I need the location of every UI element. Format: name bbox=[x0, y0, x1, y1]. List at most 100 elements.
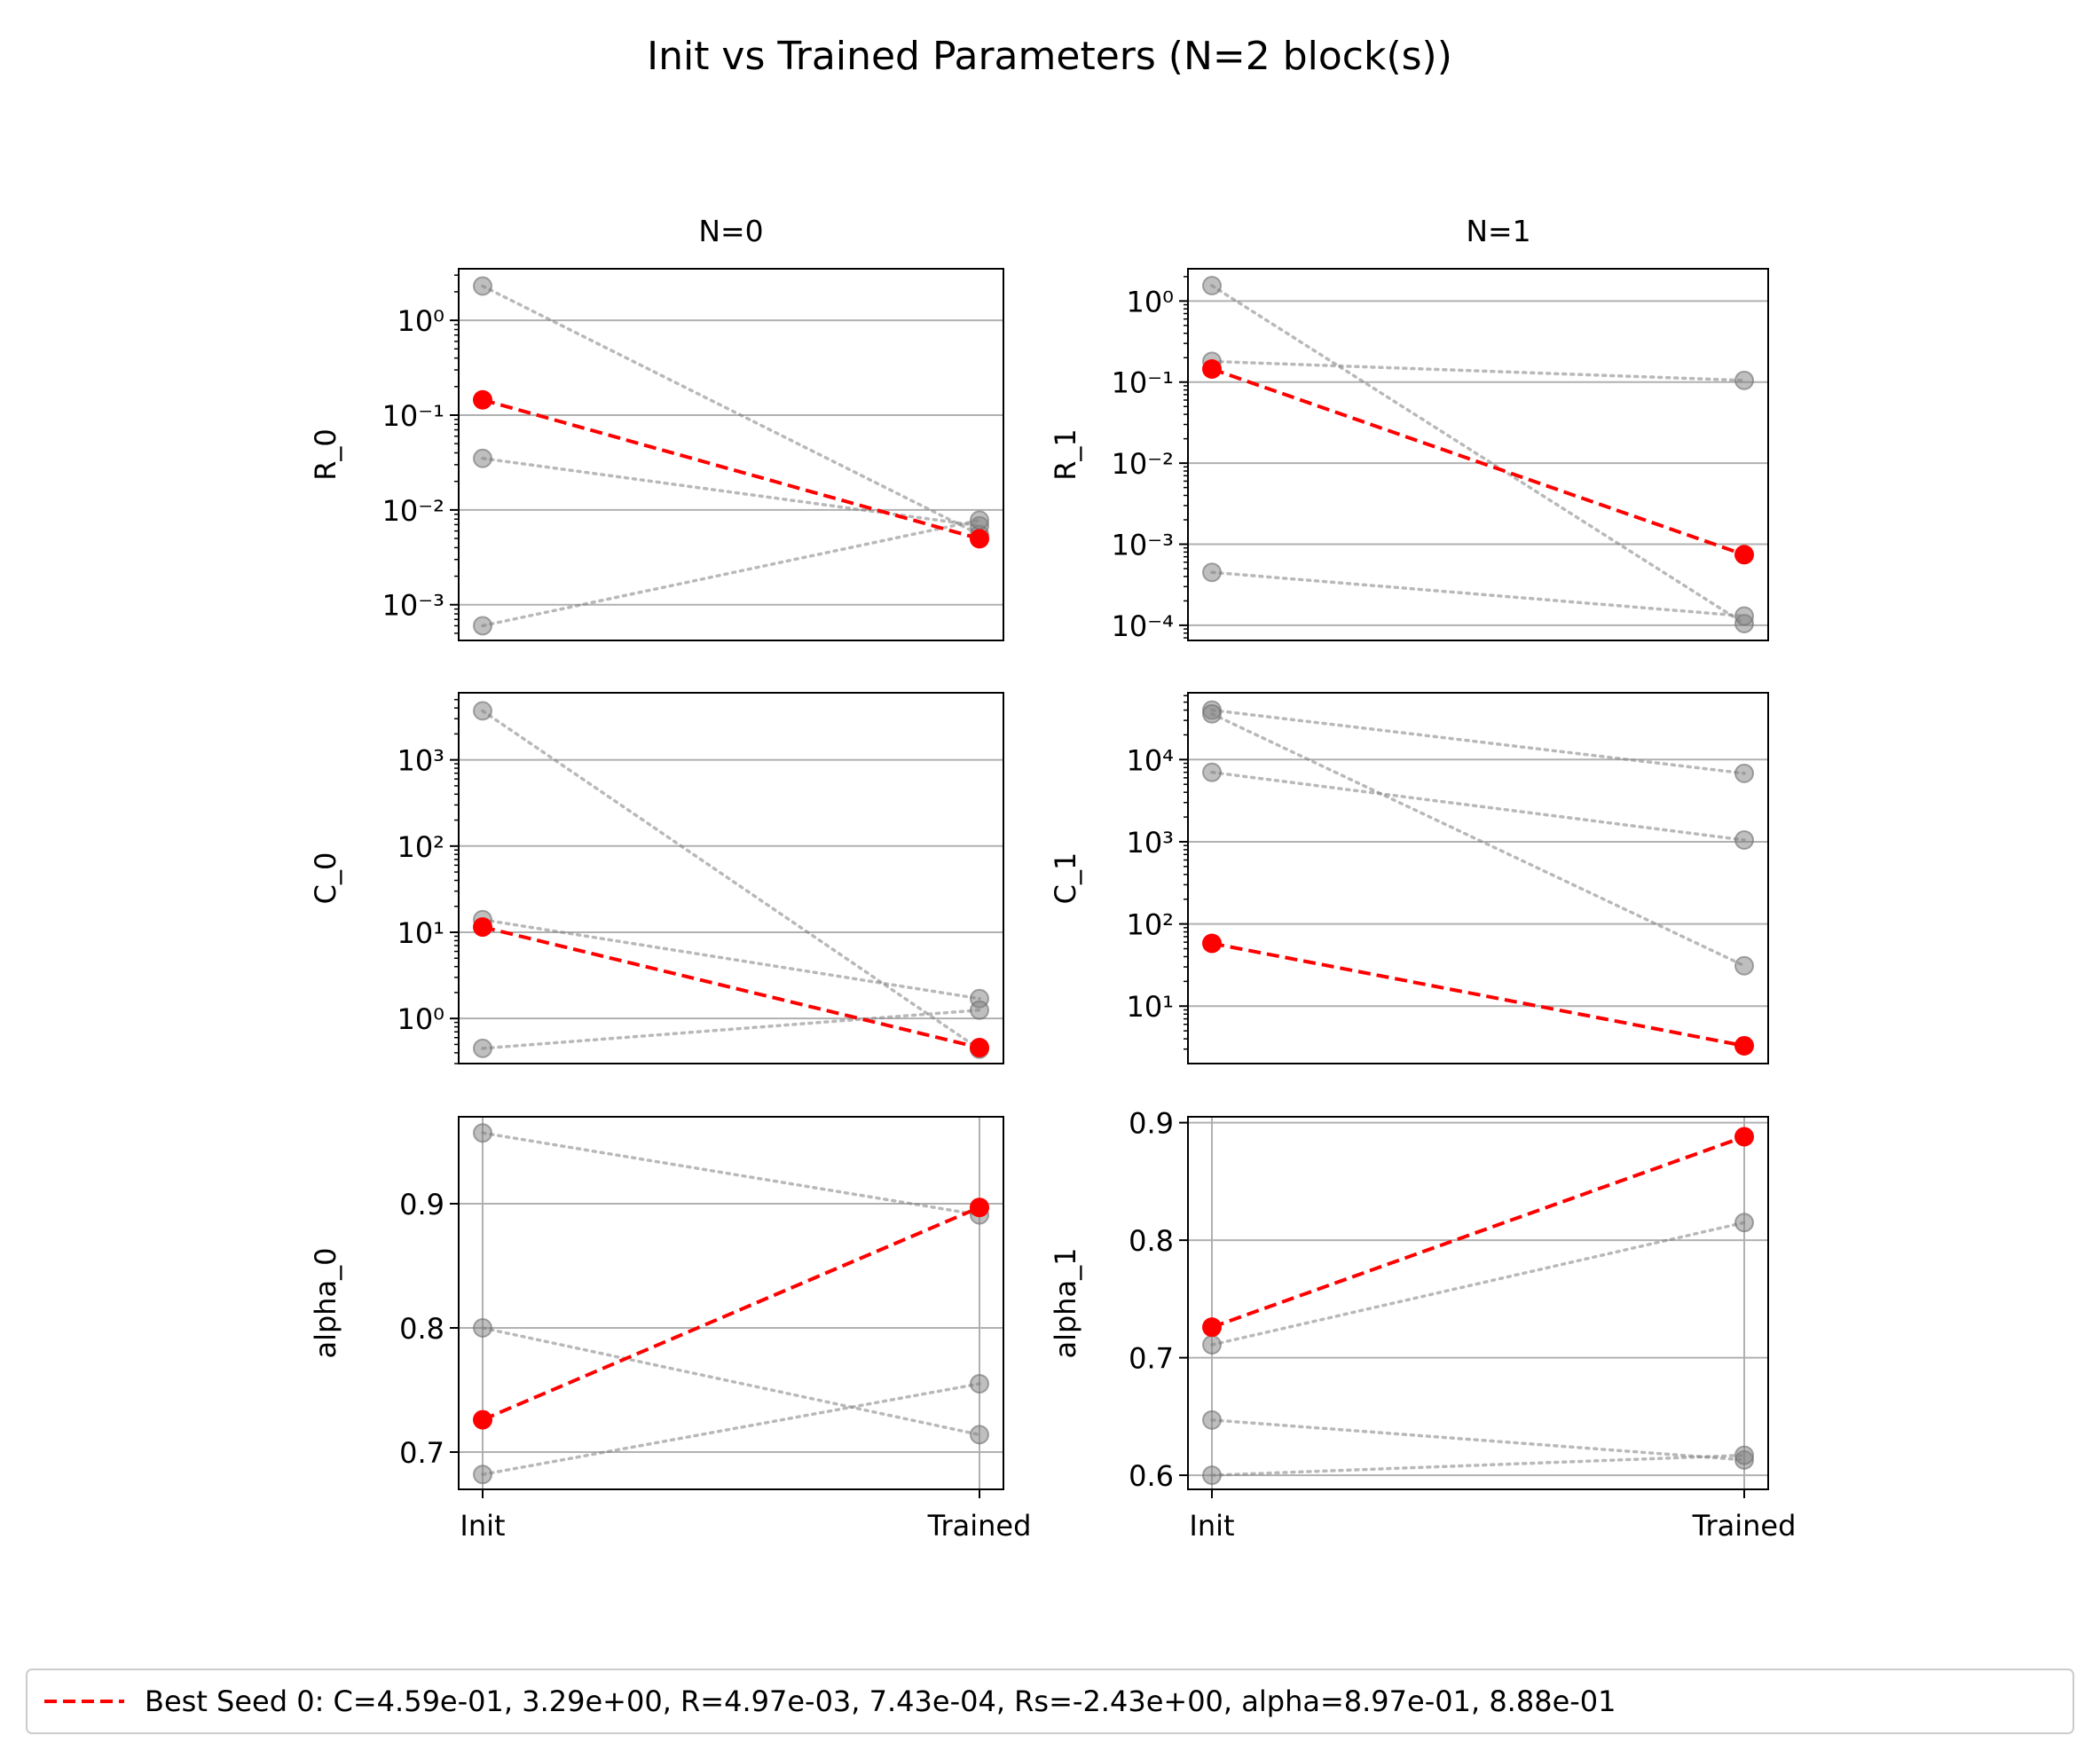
ytick-label: 0.6 bbox=[1129, 1459, 1174, 1493]
column-title-n0: N=0 bbox=[698, 214, 763, 248]
ytick-label: 10⁴ bbox=[1126, 743, 1174, 777]
seed-point bbox=[473, 1318, 492, 1338]
seed-line bbox=[481, 1009, 981, 1050]
best-point bbox=[970, 529, 989, 549]
ytick-label: 10³ bbox=[397, 744, 444, 778]
axes-frame bbox=[1187, 1116, 1769, 1490]
axes-frame bbox=[458, 268, 1004, 641]
seed-line bbox=[1210, 770, 1746, 842]
legend-best-label: Best Seed 0: C=4.59e-01, 3.29e+00, R=4.9… bbox=[145, 1684, 1616, 1718]
seed-point bbox=[1734, 606, 1754, 626]
ytick-label: 0.8 bbox=[1129, 1224, 1174, 1258]
best-series bbox=[473, 1198, 989, 1430]
ytick-label: 10⁻¹ bbox=[1112, 366, 1174, 400]
best-point bbox=[970, 1038, 989, 1058]
seed-line bbox=[481, 518, 981, 628]
column-title-n1: N=1 bbox=[1466, 214, 1530, 248]
xtick-label: Trained bbox=[927, 1509, 1032, 1543]
ylabel: R_0 bbox=[309, 428, 342, 481]
best-point bbox=[1734, 545, 1754, 565]
best-point bbox=[473, 1410, 492, 1430]
xtick-label: Init bbox=[1189, 1509, 1234, 1543]
best-point bbox=[970, 1198, 989, 1218]
best-series bbox=[1202, 933, 1754, 1056]
xtick-label: Trained bbox=[1692, 1509, 1797, 1543]
ylabel: R_1 bbox=[1049, 428, 1082, 481]
axes-frame bbox=[458, 692, 1004, 1064]
seed-point bbox=[473, 276, 492, 296]
xtick-label: Init bbox=[460, 1509, 505, 1543]
ytick-label: 10⁰ bbox=[1126, 285, 1174, 318]
ytick-label: 10⁻² bbox=[1112, 447, 1174, 481]
seed-point bbox=[1202, 275, 1222, 295]
seed-point bbox=[970, 1000, 989, 1020]
seed-line bbox=[481, 284, 981, 537]
ytick-label: 0.7 bbox=[399, 1436, 444, 1470]
seed-point bbox=[1202, 1335, 1222, 1355]
seed-line bbox=[1210, 1221, 1746, 1347]
seed-series bbox=[473, 510, 989, 636]
ytick-label: 10⁻¹ bbox=[382, 399, 444, 433]
seed-line bbox=[1210, 708, 1746, 775]
seed-line bbox=[481, 918, 981, 1001]
seed-point bbox=[473, 1123, 492, 1143]
seed-series bbox=[1202, 1213, 1754, 1355]
seed-series bbox=[1202, 762, 1754, 850]
seed-series bbox=[1202, 562, 1754, 626]
seed-line bbox=[1210, 1453, 1746, 1477]
axes-frame bbox=[458, 1116, 1004, 1490]
seed-point bbox=[970, 1425, 989, 1445]
seed-line bbox=[481, 1326, 981, 1437]
best-line bbox=[1211, 941, 1745, 1048]
best-series bbox=[1202, 1127, 1754, 1338]
subplot-R_1: 10⁰ 10⁻¹ 10⁻² 10⁻³ 10⁻⁴ R_1 bbox=[1049, 268, 1769, 643]
seed-point bbox=[473, 701, 492, 721]
ytick-label: 0.7 bbox=[1129, 1342, 1174, 1376]
best-point bbox=[1202, 933, 1222, 954]
best-series bbox=[473, 917, 989, 1058]
ytick-label: 10⁻³ bbox=[1112, 529, 1174, 562]
best-point bbox=[473, 389, 492, 410]
seed-point bbox=[1734, 829, 1754, 850]
best-line bbox=[1211, 367, 1745, 557]
seed-point bbox=[1734, 1445, 1754, 1465]
best-line bbox=[482, 397, 980, 541]
ytick-label: 10⁻³ bbox=[382, 589, 444, 623]
legend: Best Seed 0: C=4.59e-01, 3.29e+00, R=4.9… bbox=[26, 1669, 2074, 1734]
seed-point bbox=[1734, 763, 1754, 783]
seed-point bbox=[1202, 562, 1222, 583]
seed-point bbox=[970, 1374, 989, 1394]
best-point bbox=[1202, 359, 1222, 380]
seed-point bbox=[970, 510, 989, 530]
subplot-R_0: 10⁰ 10⁻¹ 10⁻² 10⁻³ R_0 bbox=[309, 268, 1004, 641]
subplot-C_1: 10⁴ 10³ 10² 10¹ C_1 bbox=[1049, 692, 1769, 1064]
figure-title: Init vs Trained Parameters (N=2 block(s)… bbox=[647, 34, 1452, 79]
seed-line bbox=[1210, 359, 1746, 382]
axes-frame bbox=[1187, 692, 1769, 1064]
best-point bbox=[1202, 1317, 1222, 1338]
seed-series bbox=[473, 1318, 989, 1445]
ytick-label: 10⁻⁴ bbox=[1112, 609, 1174, 643]
subplot-C_0: 10³ 10² 10¹ 10⁰ C_0 bbox=[309, 692, 1004, 1064]
ytick-label: 0.9 bbox=[399, 1188, 444, 1221]
subplot-alpha_1: 0.9 0.8 0.7 0.6 Init Trained alpha_1 bbox=[1049, 1107, 1796, 1543]
seed-line bbox=[1210, 1418, 1746, 1462]
ylabel: C_1 bbox=[1049, 852, 1082, 905]
seed-line bbox=[481, 1131, 981, 1217]
seed-point bbox=[1202, 1410, 1222, 1430]
seed-point bbox=[1734, 955, 1754, 976]
ytick-label: 0.8 bbox=[399, 1312, 444, 1346]
seed-point bbox=[473, 448, 492, 468]
seed-point bbox=[473, 616, 492, 636]
best-line bbox=[482, 1205, 980, 1422]
ytick-label: 10¹ bbox=[397, 916, 444, 950]
ytick-label: 10² bbox=[397, 830, 444, 864]
ytick-label: 10² bbox=[1126, 908, 1174, 942]
ytick-label: 10⁰ bbox=[397, 1002, 444, 1036]
seed-series bbox=[473, 1000, 989, 1058]
ylabel: alpha_0 bbox=[309, 1247, 342, 1358]
seed-point bbox=[473, 1038, 492, 1058]
seed-point bbox=[1202, 762, 1222, 782]
axes-frame bbox=[1187, 268, 1769, 641]
